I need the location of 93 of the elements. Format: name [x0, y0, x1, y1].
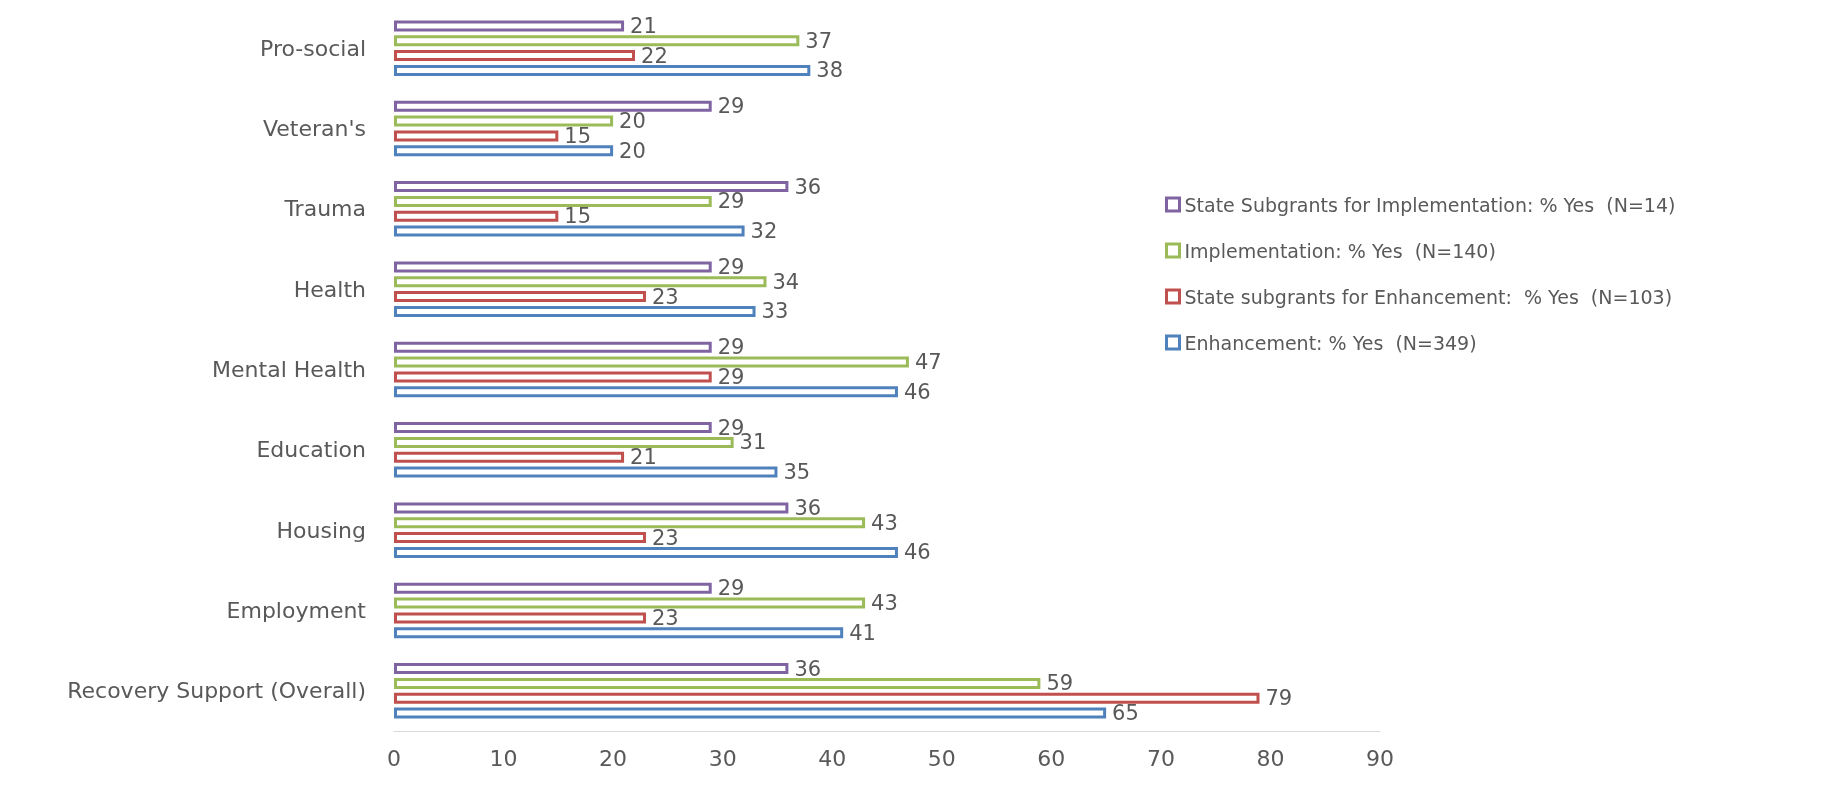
data-label: 32	[750, 219, 778, 244]
bar	[394, 261, 712, 273]
data-label: 20	[619, 109, 646, 134]
bar	[394, 612, 646, 624]
bar	[394, 627, 844, 639]
bar	[394, 386, 898, 398]
bar	[394, 145, 614, 157]
bar	[394, 502, 789, 514]
data-label: 20	[619, 138, 646, 163]
y-tick-label: Employment	[226, 598, 367, 623]
data-label: 23	[651, 525, 679, 550]
data-label: 35	[783, 460, 811, 485]
bar	[394, 517, 866, 529]
data-label: 46	[903, 379, 931, 404]
bar	[394, 436, 734, 448]
data-label: 37	[805, 28, 833, 53]
legend-label: Enhancement: % Yes (N=349)	[1184, 331, 1477, 354]
bar	[394, 130, 559, 142]
bar	[394, 35, 800, 47]
x-tick-label: 30	[708, 745, 737, 771]
data-label: 29	[717, 189, 745, 214]
y-tick-label: Mental Health	[212, 357, 366, 382]
bar	[394, 276, 767, 288]
data-label: 33	[761, 299, 789, 324]
legend-label: State Subgrants for Implementation: % Yes (N=14)	[1184, 193, 1676, 216]
data-label: 29	[717, 576, 745, 601]
x-tick-label: 0	[387, 745, 401, 771]
x-tick-label: 50	[927, 745, 956, 771]
x-tick-label: 80	[1256, 745, 1285, 771]
bar	[394, 305, 756, 317]
data-label: 22	[641, 43, 668, 68]
data-label: 15	[564, 204, 592, 229]
bar	[394, 597, 866, 609]
data-label: 47	[914, 350, 942, 375]
legend-label: State subgrants for Enhancement: % Yes (N=103)	[1184, 285, 1673, 308]
bar	[394, 181, 789, 193]
bar	[394, 291, 646, 303]
legend-label: Implementation: % Yes (N=140)	[1184, 239, 1496, 262]
y-tick-label: Pro-social	[260, 35, 366, 61]
data-label: 29	[717, 335, 745, 360]
data-label: 41	[849, 620, 876, 645]
x-tick-label: 90	[1366, 745, 1394, 771]
y-tick-label: Veteran's	[262, 116, 366, 141]
y-tick-label: Health	[293, 276, 366, 302]
y-tick-label: Housing	[276, 517, 366, 543]
bar	[394, 100, 712, 112]
data-label: 23	[651, 605, 679, 630]
bar	[394, 356, 909, 368]
x-tick-label: 10	[489, 745, 518, 771]
data-label: 38	[816, 58, 844, 83]
bar	[394, 692, 1260, 704]
data-label: 36	[794, 495, 822, 520]
bar	[394, 532, 646, 544]
data-label: 46	[903, 540, 931, 565]
bar	[394, 371, 712, 383]
y-tick-label: Trauma	[283, 196, 366, 222]
data-label: 36	[794, 656, 822, 681]
bar	[394, 466, 778, 478]
data-label: 23	[651, 284, 679, 309]
data-label: 59	[1046, 671, 1074, 696]
bar	[394, 195, 712, 207]
data-label: 21	[630, 445, 657, 470]
bar	[394, 422, 712, 434]
y-tick-label: Recovery Support (Overall)	[67, 678, 366, 704]
bar	[394, 546, 898, 558]
data-label: 43	[871, 591, 898, 616]
x-tick-label: 20	[599, 745, 628, 771]
bar	[394, 707, 1107, 719]
data-label: 79	[1265, 686, 1293, 711]
bar	[394, 451, 625, 463]
x-tick-label: 40	[818, 745, 847, 771]
data-label: 29	[717, 94, 745, 119]
bar	[394, 64, 811, 76]
bar	[394, 210, 559, 222]
bar	[394, 582, 712, 594]
bar	[394, 341, 712, 353]
x-tick-label: 60	[1037, 745, 1066, 771]
data-label: 15	[564, 123, 592, 148]
bar	[394, 677, 1041, 689]
bar	[394, 20, 625, 32]
data-label: 21	[630, 13, 657, 38]
bar	[394, 663, 789, 675]
bar	[394, 225, 745, 237]
data-label: 43	[871, 510, 898, 535]
bar	[394, 50, 636, 62]
x-tick-label: 70	[1146, 745, 1175, 771]
data-label: 29	[717, 364, 745, 389]
data-label: 34	[772, 269, 800, 294]
bar	[394, 115, 614, 127]
data-label: 36	[794, 174, 822, 199]
data-label: 65	[1112, 701, 1139, 726]
y-tick-label: Education	[256, 437, 366, 463]
data-label: 29	[717, 254, 745, 279]
